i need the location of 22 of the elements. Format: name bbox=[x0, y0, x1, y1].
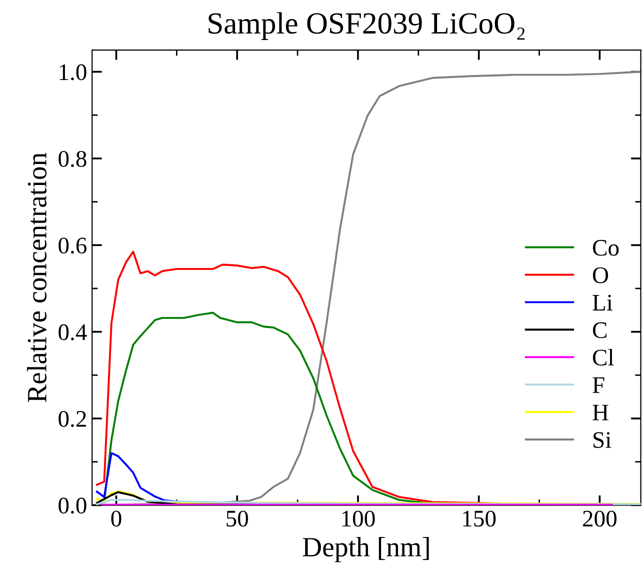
y-tick-label: 0.6 bbox=[58, 238, 87, 254]
x-tick-label: 50 bbox=[226, 510, 248, 527]
chart-title: Sample OSF2039 LiCoO₂ bbox=[208, 12, 525, 40]
legend-label: Li bbox=[592, 294, 613, 310]
legend-label: Co bbox=[592, 240, 619, 256]
legend-label: F bbox=[592, 377, 604, 393]
y-tick-label: 1.0 bbox=[60, 64, 86, 80]
y-tick-label: 0.0 bbox=[58, 498, 86, 514]
legend-label: Cl bbox=[592, 348, 614, 366]
y-axis-title: Relative concentration bbox=[26, 152, 47, 402]
x-tick-label: 0 bbox=[111, 510, 122, 527]
legend-label: O bbox=[592, 267, 608, 284]
x-axis-title: Depth [nm] bbox=[302, 536, 429, 562]
y-tick-label: 0.2 bbox=[58, 410, 86, 428]
legend-label: Si bbox=[594, 432, 612, 448]
x-tick-label: 150 bbox=[463, 510, 496, 527]
legend-label: H bbox=[592, 404, 608, 420]
y-tick-label: 0.8 bbox=[58, 150, 86, 167]
x-tick-label: 200 bbox=[583, 510, 616, 527]
y-tick-label: 0.4 bbox=[58, 324, 87, 340]
legend-label: C bbox=[592, 322, 606, 338]
x-tick-label: 100 bbox=[342, 510, 375, 527]
